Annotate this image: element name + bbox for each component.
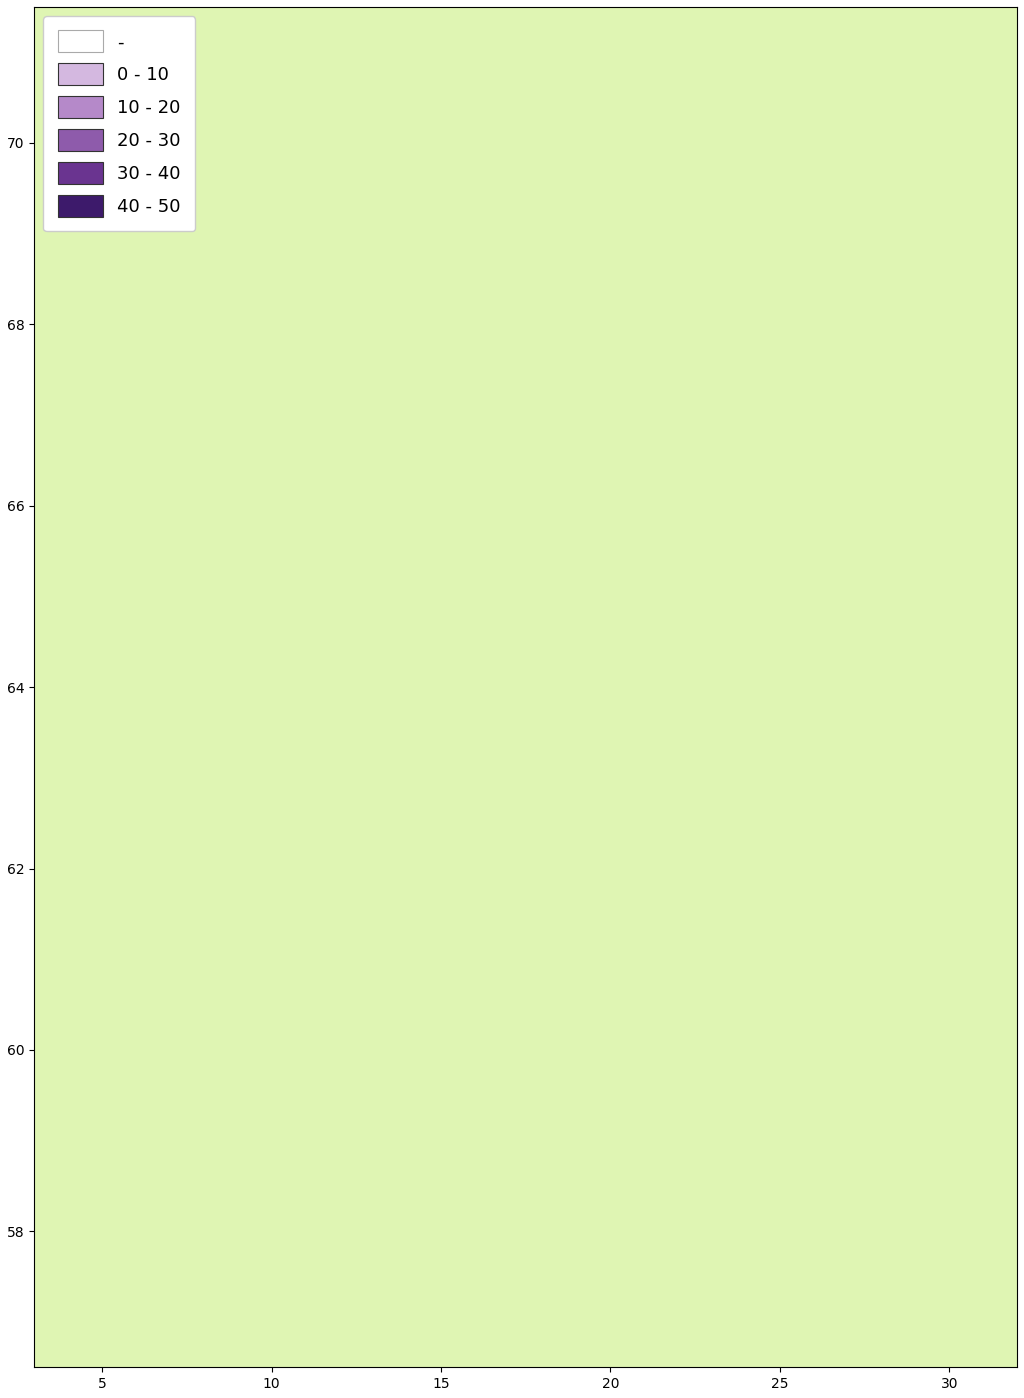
Legend: -, 0 - 10, 10 - 20, 20 - 30, 30 - 40, 40 - 50: -, 0 - 10, 10 - 20, 20 - 30, 30 - 40, 40… — [43, 15, 196, 231]
